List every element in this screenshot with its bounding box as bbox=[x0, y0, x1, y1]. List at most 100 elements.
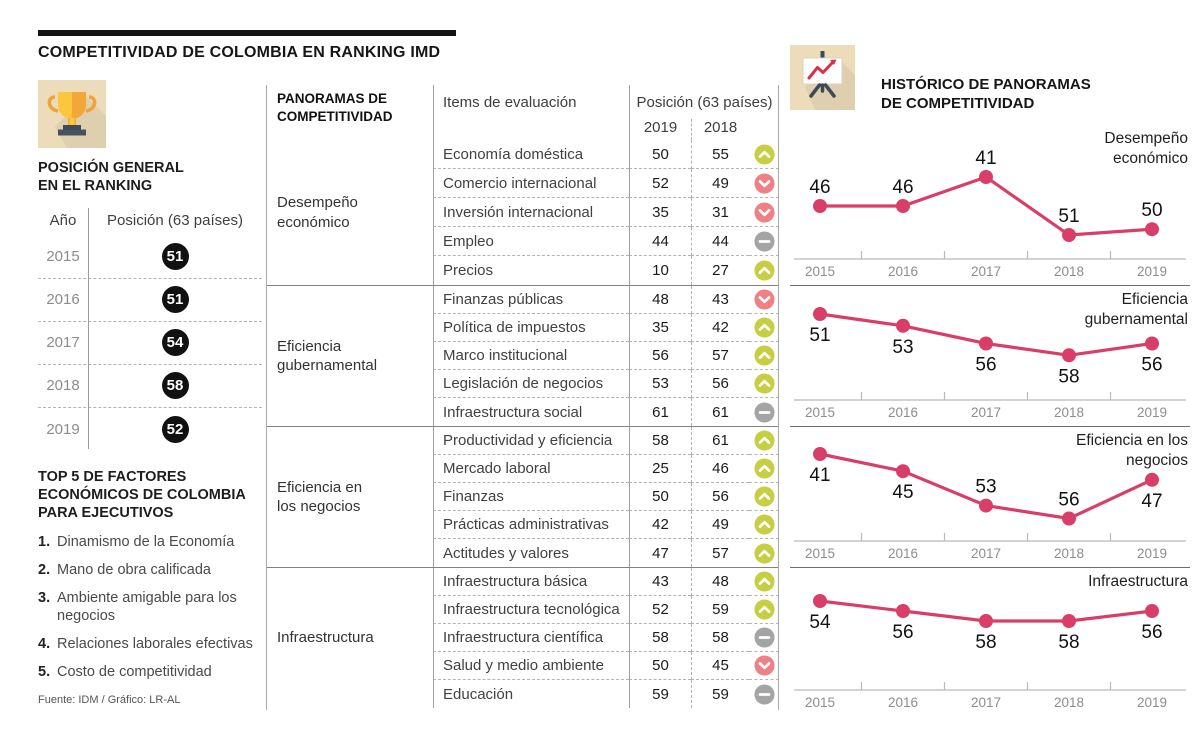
ranking-col-position: Posición (63 países) bbox=[107, 212, 243, 230]
year-tick-label: 2019 bbox=[1137, 264, 1167, 279]
eval-item-label: Infraestructura social bbox=[433, 398, 629, 426]
value-label: 51 bbox=[1058, 206, 1079, 227]
ranking-col-year: Año bbox=[49, 212, 77, 230]
chart-title: Infraestructura bbox=[1088, 573, 1188, 590]
position-badge: 54 bbox=[161, 329, 189, 357]
year-tick-label: 2016 bbox=[888, 695, 918, 710]
data-point bbox=[979, 336, 993, 351]
year-tick-label: 2018 bbox=[1054, 546, 1084, 561]
eval-item-label: Infraestructura tecnológica bbox=[433, 596, 629, 624]
value-2018: 27 bbox=[691, 256, 749, 285]
trend-neutral-icon bbox=[749, 398, 779, 426]
value-2019: 25 bbox=[629, 455, 691, 483]
line-chart: 2015 2016 2017 2018 2019 51 53 56 58 56 bbox=[794, 307, 1186, 420]
trend-down-icon bbox=[749, 652, 779, 680]
chart-block: Desempeño económico 2015 2016 2017 2018 2019 46… bbox=[790, 125, 1190, 285]
top5-item: 1. Dinamismo de la Economía bbox=[38, 534, 262, 552]
ranking-rows: 2015 51 2016 51 2017 54 2018 58 2019 52 bbox=[38, 236, 262, 451]
value-2019: 50 bbox=[629, 140, 691, 169]
ranking-position-cell: 51 bbox=[88, 243, 262, 271]
eval-item-label: Infraestructura básica bbox=[433, 568, 629, 596]
value-2018: 55 bbox=[691, 140, 749, 169]
value-label: 56 bbox=[1141, 355, 1162, 376]
trend-neutral-icon bbox=[749, 227, 779, 256]
value-label: 46 bbox=[809, 177, 830, 198]
charts-column: HISTÓRICO DE PANORAMAS DE COMPETITIVIDAD … bbox=[790, 45, 1190, 716]
data-point bbox=[1062, 348, 1076, 363]
data-point bbox=[896, 604, 910, 618]
year-tick-label: 2016 bbox=[888, 405, 918, 420]
line-chart: 2015 2016 2017 2018 2019 46 46 41 51 50 bbox=[794, 148, 1186, 279]
chart-block: Eficiencia gubernamental 2015 2016 2017 2018 2… bbox=[790, 285, 1190, 426]
year-tick-label: 2019 bbox=[1137, 695, 1167, 710]
eval-item-label: Actitudes y valores bbox=[433, 539, 629, 567]
panorama-group: Desempeño económico Economía doméstica 50 55… bbox=[267, 140, 779, 285]
trend-down-icon bbox=[749, 169, 779, 198]
top5-item-number: 1. bbox=[38, 533, 51, 550]
ranking-position-cell: 51 bbox=[88, 286, 262, 314]
value-2018: 56 bbox=[691, 483, 749, 511]
value-label: 58 bbox=[1058, 632, 1079, 653]
eval-item-label: Finanzas bbox=[433, 483, 629, 511]
trophy-icon bbox=[38, 80, 106, 148]
ranking-position-cell: 54 bbox=[88, 329, 262, 357]
value-2018: 45 bbox=[691, 652, 749, 680]
value-label: 53 bbox=[975, 477, 996, 498]
year-tick-label: 2017 bbox=[971, 264, 1001, 279]
top5-item-text: Costo de competitividad bbox=[57, 663, 212, 680]
trend-up-icon bbox=[749, 140, 779, 169]
panorama-group-label: Eficiencia en los negocios bbox=[277, 478, 363, 516]
value-label: 41 bbox=[975, 148, 996, 169]
value-2019: 52 bbox=[629, 596, 691, 624]
col-header-2018: 2018 bbox=[691, 119, 749, 140]
top5-item-text: Ambiente amigable para los negocios bbox=[57, 589, 237, 624]
eval-item-label: Precios bbox=[433, 256, 629, 285]
position-badge: 58 bbox=[161, 372, 189, 400]
trend-up-icon bbox=[749, 596, 779, 624]
value-2019: 48 bbox=[629, 286, 691, 314]
presentation-chart-icon bbox=[790, 45, 855, 110]
line-chart: 2015 2016 2017 2018 2019 41 45 53 56 47 bbox=[794, 447, 1186, 561]
value-label: 47 bbox=[1141, 491, 1162, 512]
trend-up-icon bbox=[749, 511, 779, 539]
col-header-panoramas: PANORAMAS DE COMPETITIVIDAD bbox=[277, 91, 393, 124]
top5-item-number: 5. bbox=[38, 663, 51, 680]
ranking-year: 2018 bbox=[46, 377, 80, 395]
chart-title: Desempeño económico bbox=[1104, 130, 1188, 167]
data-point bbox=[813, 594, 827, 608]
source-credit: Fuente: IDM / Gráfico: LR-AL bbox=[38, 693, 181, 706]
value-2019: 53 bbox=[629, 370, 691, 398]
col-header-items: Items de evaluación bbox=[433, 85, 629, 140]
chart-block: Infraestructura 2015 2016 2017 2018 2019 54 56 5… bbox=[790, 567, 1190, 716]
trend-down-icon bbox=[749, 198, 779, 227]
position-badge: 51 bbox=[161, 286, 189, 314]
value-2019: 35 bbox=[629, 314, 691, 342]
ranking-row: 2016 51 bbox=[38, 279, 262, 322]
trend-up-icon bbox=[749, 342, 779, 370]
vertical-divider bbox=[778, 85, 779, 710]
eval-item-label: Productividad y eficiencia bbox=[433, 427, 629, 455]
data-point bbox=[896, 318, 910, 333]
year-tick-label: 2015 bbox=[805, 405, 835, 420]
value-2018: 59 bbox=[691, 596, 749, 624]
eval-item-label: Empleo bbox=[433, 227, 629, 256]
value-label: 54 bbox=[809, 612, 831, 633]
trend-up-icon bbox=[749, 427, 779, 455]
year-tick-label: 2016 bbox=[888, 546, 918, 561]
ranking-year: 2017 bbox=[46, 334, 80, 352]
value-2018: 61 bbox=[691, 398, 749, 426]
eval-item-label: Marco institucional bbox=[433, 342, 629, 370]
value-2019: 42 bbox=[629, 511, 691, 539]
top5-item-text: Relaciones laborales efectivas bbox=[57, 635, 253, 652]
value-label: 56 bbox=[1141, 622, 1162, 643]
top5-item-number: 2. bbox=[38, 561, 51, 578]
year-tick-label: 2015 bbox=[805, 546, 835, 561]
year-tick-label: 2018 bbox=[1054, 264, 1084, 279]
trend-neutral-icon bbox=[749, 680, 779, 708]
value-2018: 44 bbox=[691, 227, 749, 256]
year-tick-label: 2015 bbox=[805, 695, 835, 710]
top5-item-number: 4. bbox=[38, 635, 51, 652]
value-2019: 56 bbox=[629, 342, 691, 370]
top5-heading: TOP 5 DE FACTORES ECONÓMICOS DE COLOMBIA P… bbox=[38, 468, 246, 521]
value-label: 46 bbox=[892, 177, 913, 198]
